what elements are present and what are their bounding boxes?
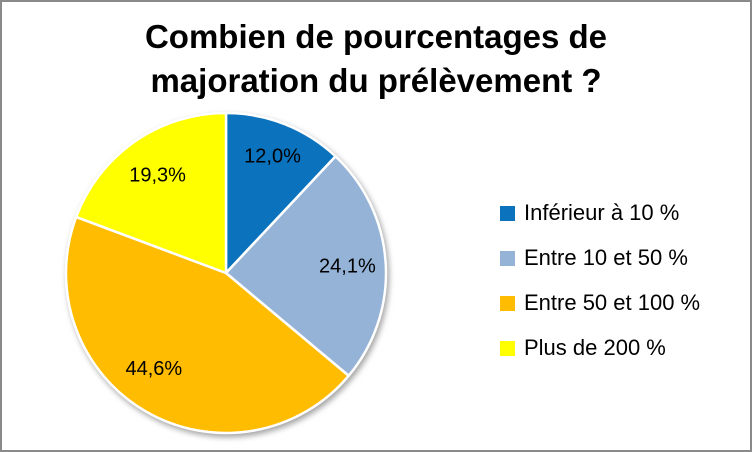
legend-item-1[interactable]: Entre 10 et 50 % (500, 245, 700, 270)
pie-data-labels: 12,0% 24,1% 44,6% 19,3% (126, 145, 376, 379)
data-label-2: 44,6% (126, 358, 183, 380)
pie-slice-3[interactable] (74, 111, 228, 275)
legend: Inférieur à 10 % Entre 10 et 50 % Entre 50… (500, 200, 700, 360)
chart-title-text: Combien de pourcentages de majoration du… (144, 18, 608, 99)
legend-swatch-icon (500, 295, 515, 311)
chart-title: Combien de pourcentages de majoration du… (2, 15, 750, 103)
legend-label: Entre 50 et 100 % (524, 290, 701, 315)
legend-swatch-icon (500, 205, 515, 221)
legend-label: Inférieur à 10 % (524, 200, 680, 225)
pie-slice-0[interactable] (224, 111, 337, 275)
legend-swatch-icon (500, 250, 515, 266)
pie-slice-2[interactable] (64, 215, 350, 435)
legend-label: Entre 10 et 50 % (524, 245, 688, 270)
data-label-1: 24,1% (319, 256, 376, 278)
pie-slice-1[interactable] (224, 155, 388, 378)
legend-label: Plus de 200 % (524, 335, 666, 360)
legend-swatch-icon (500, 340, 515, 356)
legend-item-2[interactable]: Entre 50 et 100 % (500, 290, 700, 315)
data-label-3: 19,3% (129, 164, 186, 186)
data-label-0: 12,0% (244, 145, 301, 167)
pie-slices (64, 111, 388, 435)
legend-item-3[interactable]: Plus de 200 % (500, 335, 700, 360)
legend-item-0[interactable]: Inférieur à 10 % (500, 200, 700, 225)
